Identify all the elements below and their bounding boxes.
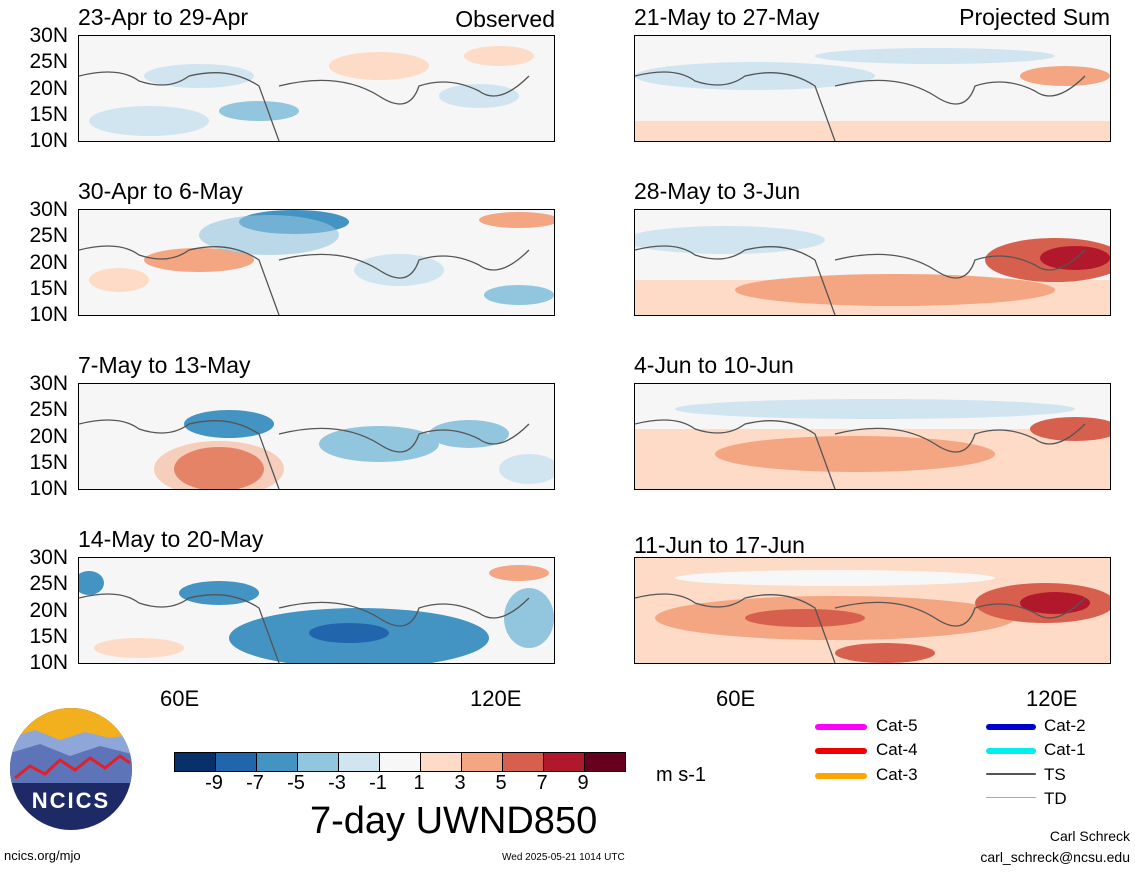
colorbar-label: 3 [454,772,466,794]
lon-tick: 60E [160,686,200,711]
lat-tick: 25N [29,224,68,247]
lat-tick: 20N [29,425,68,448]
site-link[interactable]: ncics.org/mjo [4,848,81,863]
lat-tick: 10N [29,477,68,500]
colorbar-swatch [584,752,626,772]
colorbar-swatch [256,752,298,772]
colorbar-label: -7 [246,772,264,794]
lat-tick: 25N [29,572,68,595]
lat-tick: 15N [29,103,68,126]
colorbar-units: m s-1 [656,764,706,786]
colorbar-swatch [174,752,216,772]
lat-tick: 30N [29,24,68,47]
lat-tick: 20N [29,251,68,274]
legend-label: Cat-1 [1044,740,1086,759]
lat-tick: 15N [29,625,68,648]
timestamp: Wed 2025-05-21 1014 UTC [502,852,625,863]
lat-tick: 20N [29,599,68,622]
colorbar-label: -5 [287,772,305,794]
legend-label: Cat-2 [1044,716,1086,735]
legend-label: TD [1044,789,1067,808]
colorbar-swatch [420,752,462,772]
lat-tick: 15N [29,277,68,300]
colorbar-label: -3 [328,772,346,794]
colorbar-label: 5 [495,772,507,794]
map-panel-proj-2 [634,209,1111,316]
ncics-logo: NCICS [10,708,132,830]
lat-tick: 25N [29,398,68,421]
colorbar-swatch [379,752,421,772]
lat-tick: 10N [29,651,68,674]
author: Carl Schreck [1049,828,1130,844]
legend-line-cat4 [815,748,867,754]
colorbar-swatch [297,752,339,772]
lon-tick: 120E [470,686,522,711]
panel-title: 21-May to 27-May [634,4,820,30]
panel-title: 11-Jun to 17-Jun [634,532,805,558]
legend-label: Cat-5 [876,716,918,735]
colorbar-swatch [215,752,257,772]
panel-title: 4-Jun to 10-Jun [634,352,794,378]
lat-tick: 30N [29,372,68,395]
lat-tick: 30N [29,546,68,569]
colorbar-label: -9 [205,772,223,794]
map-panel-obs-2 [78,209,555,316]
legend-label: TS [1044,765,1066,784]
legend-line-cat2 [986,724,1036,730]
panel-title: 14-May to 20-May [78,526,264,552]
legend-line-td [986,797,1036,798]
colorbar-swatch [543,752,585,772]
panel-title: 30-Apr to 6-May [78,178,243,204]
map-panel-obs-3 [78,383,555,490]
colorbar-title: 7-day UWND850 [310,800,598,842]
lat-tick: 15N [29,451,68,474]
observed-label: Observed [455,6,555,32]
colorbar-swatch [338,752,380,772]
colorbar-label: 1 [413,772,425,794]
logo-text: NCICS [31,788,111,813]
lon-tick: 60E [716,686,756,711]
legend-label: Cat-4 [876,740,918,759]
panel-title: 7-May to 13-May [78,352,251,378]
lon-tick: 120E [1026,686,1078,711]
colorbar-label: 7 [536,772,548,794]
lat-tick: 10N [29,129,68,152]
legend-line-cat1 [986,748,1036,754]
lat-tick: 20N [29,77,68,100]
lat-tick: 30N [29,198,68,221]
email: carl_schreck@ncsu.edu [980,849,1130,865]
legend-line-cat5 [815,724,867,730]
lat-tick: 25N [29,50,68,73]
colorbar-swatch [461,752,503,772]
colorbar-swatch [502,752,544,772]
legend-line-cat3 [815,773,867,779]
map-panel-proj-1 [634,35,1111,142]
map-panel-proj-4 [634,557,1111,664]
projected-label: Projected Sum [959,4,1110,30]
colorbar-label: -1 [369,772,387,794]
lat-tick: 10N [29,303,68,326]
colorbar-label: 9 [577,772,589,794]
legend-line-ts [986,773,1036,775]
legend-label: Cat-3 [876,765,918,784]
panel-title: 23-Apr to 29-Apr [78,4,249,30]
map-panel-proj-3 [634,383,1111,490]
map-panel-obs-1 [78,35,555,142]
map-panel-obs-4 [78,557,555,664]
panel-title: 28-May to 3-Jun [634,178,801,204]
